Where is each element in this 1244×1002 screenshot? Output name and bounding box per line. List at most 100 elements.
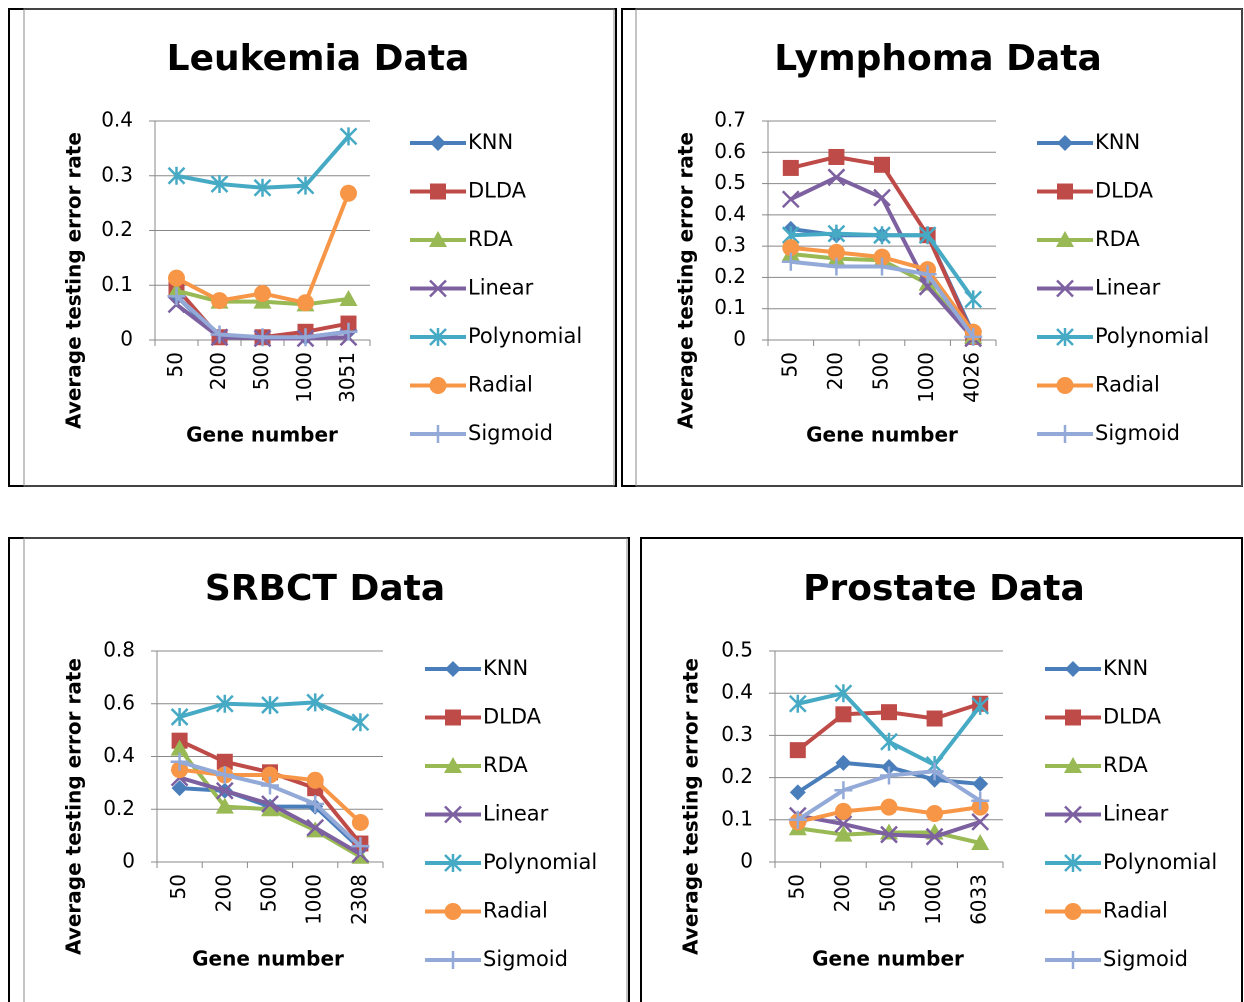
marker <box>918 265 937 284</box>
legend-label: DLDA <box>468 179 527 203</box>
marker <box>254 284 271 302</box>
marker <box>339 322 358 341</box>
marker <box>170 739 189 756</box>
y-tick-label: 0 <box>740 849 753 873</box>
marker <box>1056 231 1074 247</box>
legend-label: Sigmoid <box>1103 947 1188 971</box>
legend-label: KNN <box>1103 656 1148 680</box>
marker <box>296 328 315 347</box>
marker <box>972 775 989 792</box>
legend-label: Radial <box>1103 899 1168 923</box>
marker <box>827 224 846 243</box>
y-tick-label: 0.8 <box>103 638 135 662</box>
marker <box>874 156 890 173</box>
x-tick-label: 200 <box>211 874 235 912</box>
marker <box>1064 805 1082 824</box>
marker <box>971 813 990 831</box>
legend-label: Linear <box>483 802 549 826</box>
series <box>167 287 358 347</box>
y-axis-label: Average testing error rate <box>62 658 86 955</box>
series <box>167 127 358 197</box>
marker <box>444 757 462 773</box>
marker <box>351 813 369 831</box>
legend-label: KNN <box>483 656 528 680</box>
series <box>781 224 983 309</box>
marker <box>880 732 898 751</box>
x-tick-label: 1000 <box>921 874 945 925</box>
marker <box>261 800 279 817</box>
legend-label: DLDA <box>1095 179 1154 203</box>
y-axis-label: Average testing error rate <box>679 658 703 955</box>
marker <box>827 168 846 187</box>
y-tick-label: 0.5 <box>714 170 746 194</box>
y-tick-label: 0.6 <box>103 690 135 714</box>
marker <box>444 951 462 969</box>
x-tick-label: 200 <box>830 874 854 912</box>
marker <box>873 248 891 266</box>
marker <box>1064 903 1082 920</box>
legend-label: Linear <box>468 276 534 300</box>
legend-label: Radial <box>1095 373 1160 397</box>
series <box>781 252 983 346</box>
x-axis-label: Gene number <box>806 423 958 447</box>
y-tick-label: 0.1 <box>714 295 746 319</box>
y-tick-label: 0.4 <box>101 108 133 132</box>
marker <box>210 174 229 193</box>
legend-label: Polynomial <box>483 850 597 874</box>
marker <box>306 818 325 837</box>
marker <box>296 176 315 195</box>
legend-label: Sigmoid <box>468 421 553 445</box>
marker <box>834 781 853 800</box>
marker <box>971 834 990 851</box>
marker <box>210 325 229 344</box>
marker <box>429 279 447 298</box>
marker <box>1057 135 1073 151</box>
chart-title: Prostate Data <box>803 568 1085 609</box>
marker <box>918 226 937 245</box>
x-tick-label: 50 <box>166 874 190 899</box>
legend-label: Polynomial <box>1103 850 1217 874</box>
x-tick-label: 6033 <box>967 874 991 925</box>
marker <box>445 661 461 677</box>
marker <box>880 798 898 816</box>
chart-title: Lymphoma Data <box>774 38 1102 79</box>
x-tick-label: 50 <box>163 352 187 377</box>
marker <box>873 257 891 276</box>
series <box>171 761 369 831</box>
legend-label: RDA <box>468 227 513 251</box>
marker <box>873 226 891 245</box>
x-tick-label: 200 <box>823 352 847 390</box>
legend-label: Radial <box>483 899 548 923</box>
legend-label: KNN <box>1095 130 1140 154</box>
legend-label: Polynomial <box>1095 324 1209 348</box>
marker <box>167 166 186 185</box>
x-tick-label: 2308 <box>347 874 371 925</box>
marker <box>971 696 990 715</box>
marker <box>253 178 272 197</box>
y-tick-label: 0.1 <box>101 272 133 296</box>
x-tick-label: 50 <box>784 874 808 899</box>
y-tick-label: 0.5 <box>721 638 753 662</box>
legend-label: Sigmoid <box>483 947 568 971</box>
y-axis-label: Average testing error rate <box>62 132 86 429</box>
y-tick-label: 0.3 <box>101 162 133 186</box>
marker <box>429 328 447 346</box>
marker <box>306 771 324 789</box>
x-tick-label: 1000 <box>302 874 326 925</box>
marker <box>1057 183 1073 200</box>
x-tick-label: 50 <box>777 352 801 377</box>
marker <box>261 766 279 784</box>
marker <box>215 781 234 800</box>
x-axis-label: Gene number <box>192 947 344 971</box>
marker <box>789 742 806 759</box>
y-tick-label: 0.3 <box>714 233 746 257</box>
x-axis-label: Gene number <box>186 423 338 447</box>
marker <box>964 290 983 309</box>
marker <box>925 827 944 846</box>
chart-title: SRBCT Data <box>205 568 445 609</box>
marker <box>835 754 852 771</box>
marker <box>881 704 897 721</box>
legend-label: RDA <box>1103 753 1148 777</box>
marker <box>926 804 944 822</box>
y-tick-label: 0 <box>120 327 133 351</box>
